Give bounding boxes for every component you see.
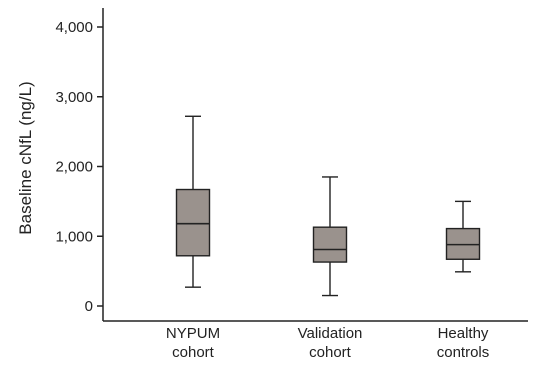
category-label: Healthy (438, 325, 489, 342)
boxes (175, 115, 481, 297)
y-tick-label: 3,000 (55, 89, 93, 106)
category-label: cohort (172, 344, 215, 361)
iqr-box (312, 226, 348, 263)
iqr-box (175, 188, 211, 257)
y-ticks: 0 1,000 2,000 3,000 4,000 (55, 19, 103, 315)
y-tick-label: 0 (85, 298, 93, 315)
y-tick-label: 2,000 (55, 159, 93, 176)
box-validation (312, 176, 348, 297)
category-labels: NYPUM cohort Validation cohort Healthy contro… (166, 325, 489, 361)
category-label: cohort (309, 344, 352, 361)
y-tick-label: 4,000 (55, 19, 93, 36)
y-tick-label: 1,000 (55, 228, 93, 245)
box-nypum (175, 115, 211, 288)
category-label: controls (437, 344, 490, 361)
category-label: NYPUM (166, 325, 220, 342)
category-label: Validation (298, 325, 363, 342)
y-axis-title: Baseline cNfL (ng/L) (16, 81, 35, 234)
box-healthy (445, 200, 481, 273)
axes (102, 8, 528, 322)
